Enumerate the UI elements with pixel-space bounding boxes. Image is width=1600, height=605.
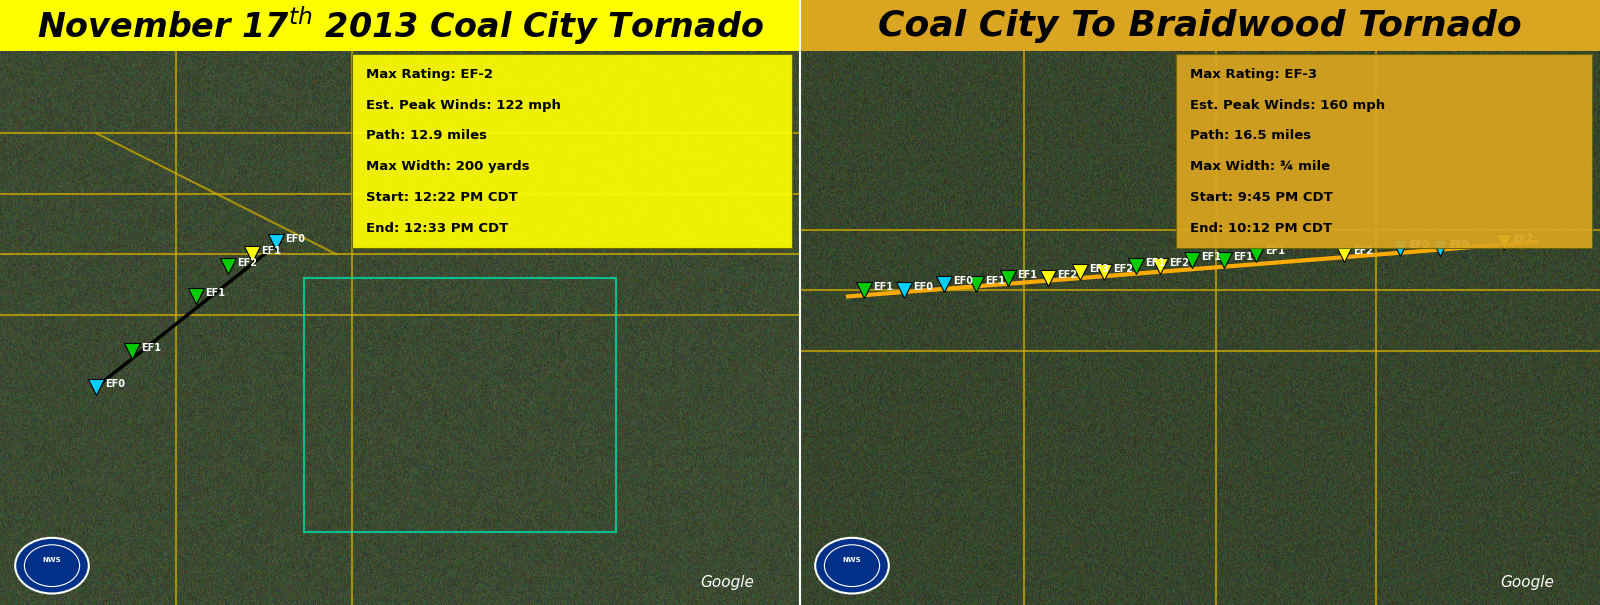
Text: Start: 12:22 PM CDT: Start: 12:22 PM CDT — [366, 191, 518, 204]
Text: NWS: NWS — [43, 557, 61, 563]
Bar — [304, 278, 616, 532]
Text: EF1: EF1 — [205, 289, 226, 298]
Text: EF2: EF2 — [1114, 264, 1133, 274]
Text: EF1: EF1 — [1234, 252, 1254, 262]
Text: Max Rating: EF-2: Max Rating: EF-2 — [366, 68, 493, 81]
Text: Start: 9:45 PM CDT: Start: 9:45 PM CDT — [1190, 191, 1333, 204]
Bar — [800, 0, 1600, 51]
Text: NWS: NWS — [843, 557, 861, 563]
Text: EF1: EF1 — [986, 276, 1006, 286]
Text: EF1: EF1 — [1018, 270, 1037, 280]
Text: EF1: EF1 — [262, 246, 282, 256]
Text: EF2: EF2 — [1058, 270, 1078, 280]
Text: Est. Peak Winds: 122 mph: Est. Peak Winds: 122 mph — [366, 99, 562, 112]
Text: Google: Google — [1501, 575, 1554, 590]
Text: EF0: EF0 — [106, 379, 125, 389]
Text: EF1: EF1 — [142, 343, 162, 353]
Text: EF3: EF3 — [1090, 264, 1110, 274]
Text: EF0: EF0 — [954, 276, 973, 286]
Circle shape — [816, 538, 890, 594]
Text: November 17$^{th}$ 2013 Coal City Tornado: November 17$^{th}$ 2013 Coal City Tornad… — [37, 4, 763, 47]
Bar — [0, 0, 800, 51]
Text: EF0: EF0 — [285, 234, 306, 244]
Text: EF2: EF2 — [1354, 246, 1373, 256]
Bar — [1176, 54, 1592, 248]
Text: EF1: EF1 — [874, 283, 893, 292]
Text: EF0: EF0 — [1450, 240, 1469, 250]
Text: Path: 12.9 miles: Path: 12.9 miles — [366, 129, 488, 142]
Text: Coal City To Braidwood Tornado: Coal City To Braidwood Tornado — [878, 8, 1522, 43]
Text: End: 12:33 PM CDT: End: 12:33 PM CDT — [366, 221, 509, 235]
Text: Max Width: 200 yards: Max Width: 200 yards — [366, 160, 530, 173]
Text: EF2: EF2 — [1514, 234, 1533, 244]
Text: Est. Peak Winds: 160 mph: Est. Peak Winds: 160 mph — [1190, 99, 1386, 112]
Bar — [352, 54, 792, 248]
Text: EF1: EF1 — [1146, 258, 1165, 268]
Text: EF0: EF0 — [1410, 240, 1430, 250]
Text: EF1: EF1 — [1202, 252, 1222, 262]
Text: Max Rating: EF-3: Max Rating: EF-3 — [1190, 68, 1317, 81]
Text: EF1: EF1 — [1266, 246, 1286, 256]
Text: EF0: EF0 — [914, 283, 934, 292]
Circle shape — [16, 538, 90, 594]
Text: EF2: EF2 — [1170, 258, 1189, 268]
Text: EF2: EF2 — [237, 258, 258, 268]
Text: End: 10:12 PM CDT: End: 10:12 PM CDT — [1190, 221, 1333, 235]
Text: Max Width: ¾ mile: Max Width: ¾ mile — [1190, 160, 1331, 173]
Text: Path: 16.5 miles: Path: 16.5 miles — [1190, 129, 1312, 142]
Text: Google: Google — [701, 575, 754, 590]
